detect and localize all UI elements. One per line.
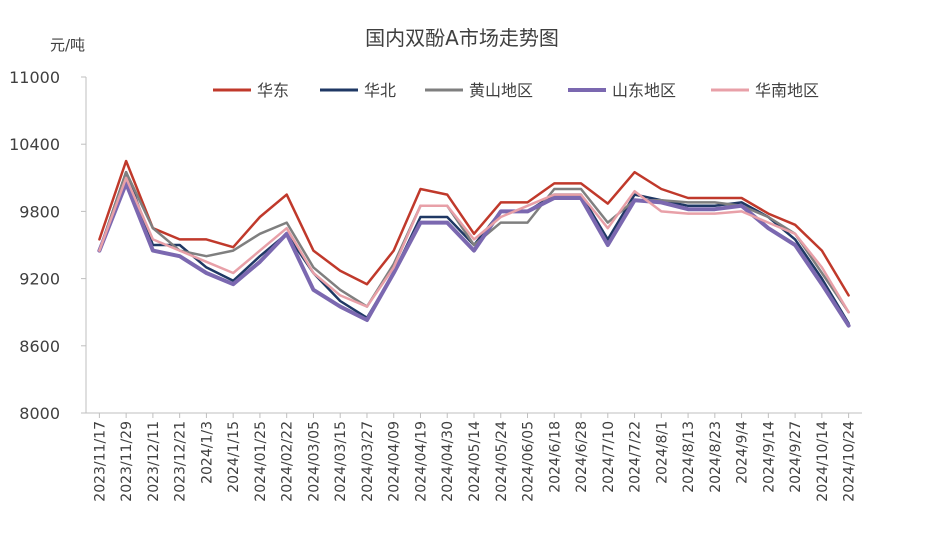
x-tick-label: 2024/7/22 [628, 421, 644, 493]
legend: 华东 华北 黄山地区 山东地区 华南地区 [213, 81, 819, 100]
x-tick-label: 2023/11/17 [92, 421, 108, 502]
y-tick-label: 11000 [9, 68, 60, 87]
series-line-0 [98, 159, 850, 297]
x-tick-label: 2024/05/24 [494, 421, 510, 502]
x-tick-label: 2024/01/25 [253, 421, 269, 502]
series-line-4 [98, 176, 850, 314]
x-tick-label: 2024/04/30 [440, 421, 456, 502]
x-tick-label: 2024/03/27 [360, 421, 376, 502]
x-tick-label: 2024/04/19 [413, 421, 429, 502]
y-tick-label: 8000 [19, 404, 60, 423]
x-tick-label: 2024/7/10 [601, 421, 617, 493]
series-line-2 [98, 170, 850, 314]
chart-title: 国内双酚A市场走势图 [365, 26, 559, 50]
x-tick-label: 2024/03/15 [333, 421, 349, 502]
legend-label: 华北 [364, 81, 396, 100]
y-tick-label: 9800 [19, 202, 60, 221]
legend-label: 山东地区 [612, 81, 676, 100]
x-tick-label: 2024/8/1 [654, 421, 670, 484]
series-lines [97, 159, 851, 328]
series-line-3 [97, 181, 851, 328]
x-tick-label: 2024/9/27 [788, 421, 804, 493]
y-tick-label: 10400 [9, 135, 60, 154]
x-axis-ticks: 2023/11/17 2023/11/29 2023/12/11 2023/12/21… [92, 413, 858, 502]
x-tick-label: 2024/05/14 [467, 421, 483, 502]
x-tick-label: 2024/6/18 [547, 421, 563, 493]
x-tick-label: 2024/04/09 [387, 421, 403, 502]
x-tick-label: 2023/12/21 [173, 421, 189, 502]
legend-label: 华东 [257, 81, 289, 100]
x-tick-label: 2024/9/14 [761, 421, 777, 493]
x-tick-label: 2024/8/13 [681, 421, 697, 493]
x-tick-label: 2024/03/05 [306, 421, 322, 502]
y-tick-label: 9200 [19, 270, 60, 289]
x-tick-label: 2023/12/11 [146, 421, 162, 502]
x-tick-label: 2024/6/28 [574, 421, 590, 493]
legend-label: 黄山地区 [469, 81, 533, 100]
x-tick-label: 2024/10/24 [842, 421, 858, 502]
legend-label: 华南地区 [755, 81, 819, 100]
x-tick-label: 2024/06/05 [521, 421, 537, 502]
x-tick-label: 2024/1/15 [226, 421, 242, 493]
x-tick-label: 2024/1/3 [199, 421, 215, 484]
x-tick-label: 2024/10/14 [815, 421, 831, 502]
x-tick-label: 2023/11/29 [119, 421, 135, 502]
x-tick-label: 2024/9/4 [735, 421, 751, 484]
x-tick-label: 2024/8/23 [708, 421, 724, 493]
y-axis-unit-label: 元/吨 [50, 36, 85, 54]
x-tick-label: 2024/02/22 [280, 421, 296, 502]
y-tick-label: 8600 [19, 337, 60, 356]
y-axis-ticks: 8000 8600 9200 9800 10400 11000 [9, 68, 86, 423]
